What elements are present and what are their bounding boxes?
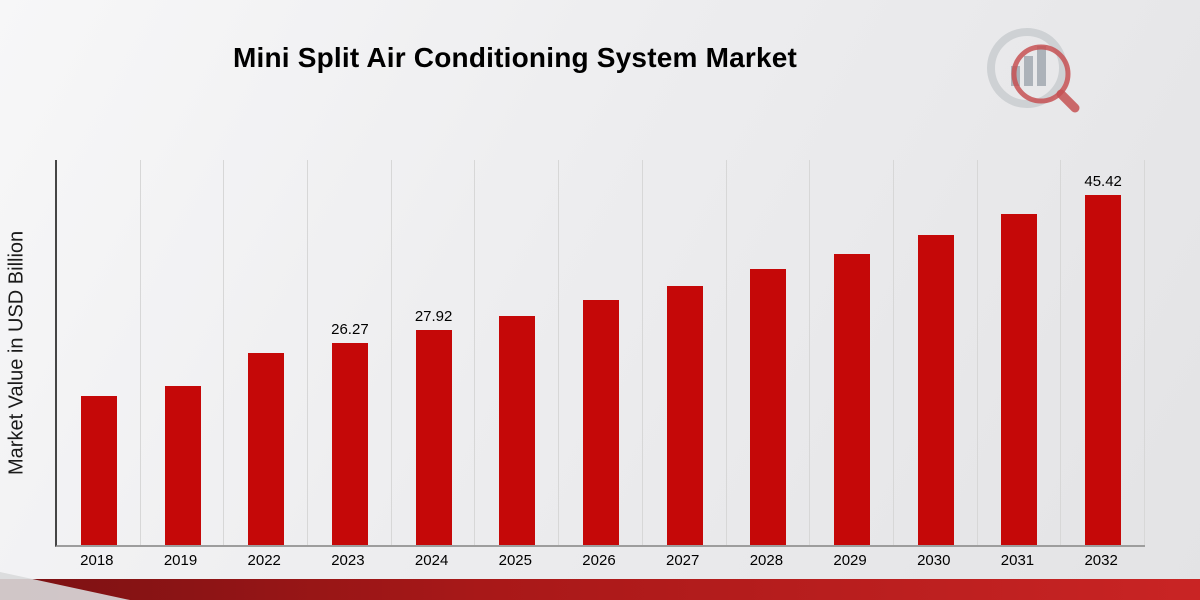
bar-column-2019: [141, 160, 225, 545]
bar-2018: [80, 395, 117, 545]
y-axis-label: Market Value in USD Billion: [5, 230, 28, 475]
gridline: [558, 160, 560, 545]
bar-column-2027: [643, 160, 727, 545]
x-tick-label-2032: 2032: [1084, 552, 1118, 569]
bar-2019: [164, 386, 201, 545]
x-tick-label-2023: 2023: [331, 552, 365, 569]
bar-column-2032: 45.42: [1061, 160, 1145, 545]
x-tick-label-2030: 2030: [917, 552, 951, 569]
gridline: [223, 160, 225, 545]
bar-2029: [834, 253, 871, 545]
x-axis-tick-labels: 2018 2019 2022 2023 2024 2025 2026 2027 2028 2029…: [55, 552, 1143, 574]
x-tick-label-2031: 2031: [1000, 552, 1035, 569]
bar-2024: [415, 330, 452, 545]
bar-column-2026: [559, 160, 643, 545]
x-tick-label-2028: 2028: [749, 552, 784, 569]
x-tick-label-2025: 2025: [498, 552, 532, 569]
x-tick-label-2027: 2027: [666, 552, 700, 569]
bar-chart-plot-area: 26.27 27.92 45.42: [55, 160, 1145, 547]
bar-2031: [1001, 213, 1038, 545]
bar-column-2028: [727, 160, 811, 545]
gridline: [892, 160, 894, 545]
x-tick-label-2029: 2029: [833, 552, 867, 569]
gridline: [1060, 160, 1062, 545]
chart-title: Mini Split Air Conditioning System Marke…: [232, 42, 798, 73]
bar-column-2029: [810, 160, 894, 545]
bar-value-label-2032: 45.42: [1084, 173, 1122, 191]
brand-logo-magnifier-chart-icon: [987, 28, 1080, 113]
bar-column-2025: [475, 160, 559, 545]
gridline: [1144, 160, 1145, 545]
bar-2022: [248, 353, 285, 545]
x-tick-label-2018: 2018: [80, 552, 114, 569]
bar-2027: [666, 286, 703, 545]
gridline: [809, 160, 811, 545]
x-tick-label-2024: 2024: [414, 552, 449, 569]
bar-value-label-2023: 26.27: [331, 320, 369, 338]
x-tick-label-2019: 2019: [163, 552, 198, 569]
bar-column-2018: [57, 160, 141, 545]
x-tick-label-2022: 2022: [247, 552, 281, 569]
footer-red-stripe: [0, 579, 1200, 600]
gridline: [976, 160, 978, 545]
bar-2025: [499, 316, 536, 545]
bar-value-label-2024: 27.92: [414, 308, 453, 326]
bar-2026: [582, 300, 619, 545]
bar-column-2030: [894, 160, 978, 545]
gridline: [139, 160, 141, 545]
gridline: [307, 160, 309, 545]
bar-column-2031: [978, 160, 1062, 545]
bar-column-2022: [224, 160, 308, 545]
bar-2023: [331, 342, 368, 545]
gridline: [474, 160, 476, 545]
gridline: [641, 160, 643, 545]
x-tick-label-2026: 2026: [582, 552, 616, 569]
bar-2030: [917, 234, 954, 545]
bar-column-2023: 26.27: [308, 160, 392, 545]
bar-2028: [750, 269, 787, 545]
gridline: [390, 160, 392, 545]
gridline: [725, 160, 727, 545]
bar-column-2024: 27.92: [392, 160, 476, 545]
bar-2032: [1085, 195, 1122, 545]
